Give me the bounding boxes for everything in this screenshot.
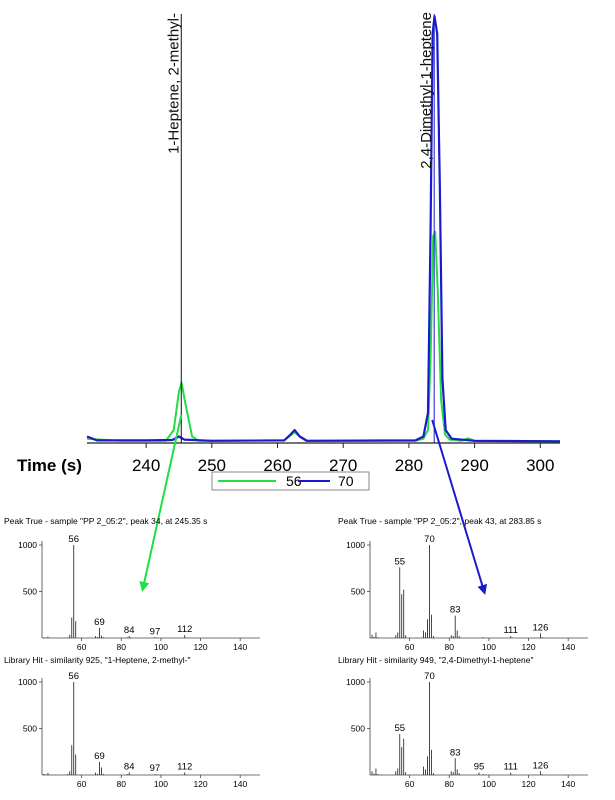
spectrum-y-tick-label: 500 [351,587,365,597]
spectrum-x-tick-label: 100 [482,642,496,652]
spectrum-peak-label: 70 [424,534,435,545]
spectrum-title: Library Hit - similarity 949, "2,4-Dimet… [338,655,533,665]
spectrum-title: Peak True - sample "PP 2_05:2", peak 34,… [4,516,207,526]
legend-label: 56 [286,473,302,489]
x-tick-label: 250 [198,456,226,475]
spectrum-peak-label: 55 [394,556,405,567]
arrow-to-spectrum-1 [139,414,183,592]
spectrum-peak-label: 111 [503,762,517,773]
x-tick-label: 280 [395,456,423,475]
spectrum-x-tick-label: 140 [233,642,247,652]
annotation-label: 2,4-Dimethyl-1-heptene [418,12,435,169]
spectrum-y-tick-label: 500 [23,724,37,734]
legend-label: 70 [338,473,354,489]
spectrum-x-tick-label: 60 [405,779,415,789]
spectrum-x-tick-label: 60 [77,779,87,789]
spectrum-x-tick-label: 100 [154,779,168,789]
spectrum-peak-label: 84 [124,625,135,636]
mass-spectrum-panel: Peak True - sample "PP 2_05:2", peak 34,… [4,516,260,652]
spectrum-x-tick-label: 100 [482,779,496,789]
mass-spectrum-panel: Peak True - sample "PP 2_05:2", peak 43,… [338,516,588,652]
spectrum-x-tick-label: 80 [445,642,455,652]
spectrum-title: Library Hit - similarity 925, "1-Heptene… [4,655,190,665]
x-tick-label: 290 [460,456,488,475]
spectrum-peak-label: 97 [150,763,161,774]
annotation-label: 1-Heptene, 2-methyl- [165,13,182,154]
spectrum-title: Peak True - sample "PP 2_05:2", peak 43,… [338,516,541,526]
spectrum-x-tick-label: 120 [193,779,207,789]
x-tick-label: 260 [263,456,291,475]
spectrum-x-tick-label: 120 [193,642,207,652]
chromatogram: 1-Heptene, 2-methyl- 2,4-Dimethyl-1-hepte… [17,12,561,491]
x-tick-label: 300 [526,456,554,475]
series-line-56 [86,230,561,443]
spectrum-x-tick-label: 120 [521,642,535,652]
spectrum-x-tick-label: 140 [561,642,575,652]
spectrum-peak-label: 97 [150,626,161,637]
series-line-70 [86,15,561,443]
spectrum-peak-label: 111 [503,625,517,636]
spectrum-y-tick-label: 1000 [346,540,365,550]
spectrum-x-tick-label: 140 [233,779,247,789]
spectrum-peak-label: 69 [94,617,105,628]
legend-box [211,471,370,491]
spectrum-peak-label: 126 [533,622,549,633]
spectrum-peak-label: 95 [474,762,485,773]
spectrum-peak-label: 55 [394,723,405,734]
spectrum-y-tick-label: 1000 [18,540,37,550]
x-tick-label: 270 [329,456,357,475]
x-tick-label: 240 [132,456,160,475]
spectrum-peak-label: 112 [177,761,192,772]
spectrum-peak-label: 112 [177,624,192,635]
spectrum-peak-label: 83 [450,605,461,616]
spectrum-peak-label: 56 [68,534,79,545]
spectrum-peak-label: 69 [94,751,105,762]
spectrum-x-tick-label: 80 [117,779,127,789]
spectrum-x-tick-label: 80 [445,779,455,789]
mass-spectrum-panel: Library Hit - similarity 925, "1-Heptene… [4,655,260,789]
x-axis-label: Time (s) [17,456,82,475]
spectrum-peak-label: 84 [124,761,135,772]
spectrum-x-tick-label: 80 [117,642,127,652]
spectrum-x-tick-label: 60 [405,642,415,652]
spectrum-x-tick-label: 60 [77,642,87,652]
spectrum-x-tick-label: 120 [521,779,535,789]
spectrum-y-tick-label: 500 [351,724,365,734]
mass-spectrum-panel: Library Hit - similarity 949, "2,4-Dimet… [338,655,588,789]
spectrum-peak-label: 83 [450,747,461,758]
legend: 56 70 [211,471,370,491]
spectrum-x-tick-label: 140 [561,779,575,789]
spectrum-y-tick-label: 500 [23,587,37,597]
arrow-to-spectrum-2 [431,419,488,595]
spectrum-y-tick-label: 1000 [346,677,365,687]
spectrum-y-tick-label: 1000 [18,677,37,687]
spectrum-peak-label: 70 [424,671,435,682]
spectrum-peak-label: 56 [68,671,79,682]
spectrum-x-tick-label: 100 [154,642,168,652]
spectrum-peak-label: 126 [533,760,549,771]
